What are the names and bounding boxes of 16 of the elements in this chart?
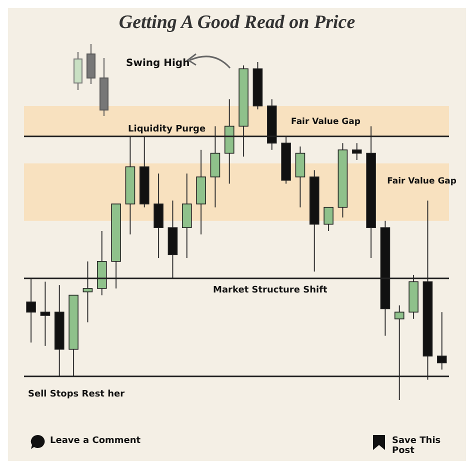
band-label: Fair Value Gap [291,117,360,128]
text: Save This Post [392,436,442,456]
candlestick [324,206,334,232]
band-label: Fair Value Gap [387,176,457,187]
candlestick [436,312,447,370]
ref-line-label: Market Structure Shift [213,285,328,296]
candlestick [295,146,306,208]
candlestick [352,142,362,161]
ref-line-label: Liquidity Purge [128,124,206,134]
chart-title: Getting A Good Read on Price [118,12,356,34]
ref-line-label: Sell Stops Rest her [28,389,126,400]
candlestick [182,173,192,259]
annotation: Swing High [126,58,190,69]
text: Leave a Comment [50,436,141,446]
candlestick [40,281,50,346]
candlestick [154,173,164,259]
